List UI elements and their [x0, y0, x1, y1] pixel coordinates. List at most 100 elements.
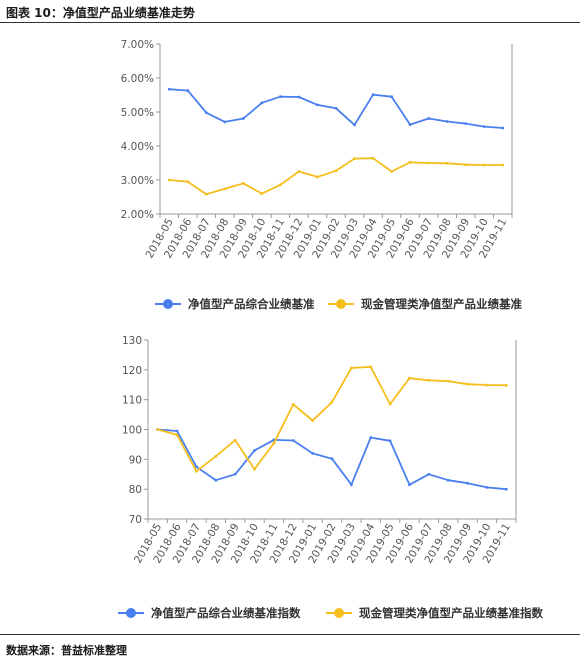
chart-1: 2.00%3.00%4.00%5.00%6.00%7.00%2018-05201… [121, 39, 523, 311]
legend-marker-1 [163, 299, 173, 309]
data-point [408, 483, 411, 487]
y-tick-label: 70 [129, 514, 142, 526]
data-point [204, 192, 208, 196]
data-point [233, 438, 237, 442]
data-point [390, 170, 393, 173]
data-point [272, 441, 276, 445]
data-point [464, 122, 468, 125]
data-point [195, 465, 198, 469]
y-tick-label: 100 [122, 425, 142, 437]
data-point [253, 467, 256, 471]
y-tick-label: 120 [122, 365, 142, 377]
data-point [291, 403, 295, 406]
data-point [214, 454, 218, 458]
data-point [427, 378, 431, 382]
data-point [241, 117, 245, 120]
bottom-rule [0, 634, 580, 635]
data-point [311, 451, 315, 455]
data-source-note: 数据来源：普益标准整理 [6, 644, 127, 657]
data-point [388, 402, 392, 406]
data-point [186, 180, 190, 184]
data-point [330, 400, 334, 404]
y-tick-label: 7.00% [121, 39, 154, 51]
y-tick-label: 3.00% [121, 175, 154, 187]
data-point [167, 87, 171, 91]
data-point [156, 428, 160, 431]
data-point [334, 169, 338, 173]
data-point [501, 163, 505, 167]
legend-marker-2 [334, 608, 344, 618]
data-point [167, 178, 171, 182]
data-point [408, 123, 412, 126]
data-point [504, 383, 508, 387]
chart-2: 7080901001101201302018-052018-062018-072… [118, 335, 543, 620]
data-point [390, 95, 393, 99]
data-point [175, 433, 179, 437]
data-point [253, 448, 256, 452]
data-point [427, 472, 431, 476]
data-point [427, 161, 431, 165]
figure-title: 图表 10：净值型产品业绩基准走势 [6, 6, 195, 20]
data-point [371, 156, 375, 160]
legend-label-1: 净值型产品综合业绩基准 [188, 297, 315, 311]
data-point [446, 379, 450, 383]
data-point [485, 383, 489, 387]
y-tick-label: 4.00% [121, 141, 154, 153]
data-point [369, 436, 373, 439]
y-tick-label: 6.00% [121, 73, 154, 85]
data-point [445, 120, 449, 123]
legend-label-2: 现金管理类净值型产品业绩基准 [361, 297, 522, 311]
series-line-2 [157, 365, 507, 473]
data-point [223, 187, 227, 191]
data-point [291, 439, 295, 442]
legend-marker-1 [126, 608, 136, 618]
data-point [279, 95, 282, 99]
data-point [369, 365, 373, 369]
data-point [427, 117, 431, 120]
data-point [501, 126, 505, 130]
y-tick-label: 5.00% [121, 107, 154, 119]
data-point [464, 163, 468, 167]
data-point [482, 125, 486, 129]
data-point [186, 89, 190, 92]
data-point [223, 120, 227, 124]
data-point [204, 111, 208, 115]
data-point [241, 182, 245, 185]
data-point [195, 469, 198, 473]
data-point [260, 101, 264, 105]
y-tick-label: 2.00% [121, 209, 154, 221]
data-point [371, 93, 375, 97]
y-tick-label: 130 [122, 335, 142, 347]
data-point [316, 103, 319, 107]
data-point [353, 123, 356, 127]
data-point [233, 472, 237, 476]
data-point [297, 170, 301, 173]
data-point [349, 366, 353, 370]
data-point [214, 478, 218, 482]
data-point [482, 163, 486, 167]
data-point [311, 419, 315, 422]
y-tick-label: 110 [122, 395, 142, 407]
data-point [330, 457, 334, 461]
data-point [279, 183, 282, 187]
y-tick-label: 80 [129, 484, 142, 496]
data-point [175, 429, 179, 433]
legend-marker-2 [336, 299, 346, 309]
data-point [408, 376, 411, 380]
data-point [353, 157, 356, 160]
data-point [334, 106, 338, 110]
data-point [260, 192, 264, 196]
data-point [466, 481, 469, 485]
y-tick-label: 90 [129, 454, 142, 466]
series-line-2 [169, 157, 503, 196]
data-point [349, 483, 353, 487]
data-point [316, 175, 319, 179]
top-rule [0, 22, 580, 23]
data-point [485, 485, 489, 489]
data-point [445, 161, 449, 165]
data-point [388, 439, 392, 443]
data-point [297, 95, 301, 99]
data-point [408, 160, 412, 164]
data-point [504, 487, 508, 491]
data-point [466, 382, 469, 386]
